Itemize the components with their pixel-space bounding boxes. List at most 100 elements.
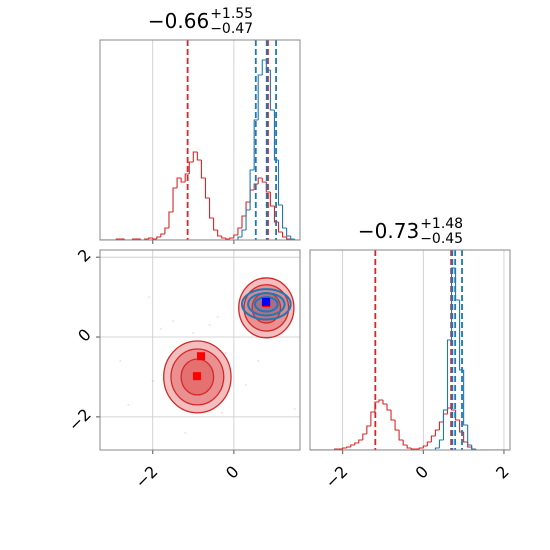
histogram-step (245, 201, 251, 216)
sample-point (208, 324, 211, 327)
sample-point (224, 351, 227, 354)
histogram-step (261, 59, 267, 75)
histogram-step (446, 339, 452, 410)
histogram-step (410, 448, 416, 450)
sample-point (127, 403, 130, 406)
histogram-step (350, 444, 355, 447)
histogram-step (362, 433, 367, 440)
sample-point (245, 383, 248, 386)
plot-area (310, 250, 508, 450)
histogram-step (168, 211, 174, 228)
histogram-step (221, 236, 226, 239)
sample-point (220, 411, 223, 414)
histogram-step (241, 215, 247, 228)
histogram-step (213, 218, 218, 231)
histogram-step (402, 440, 408, 446)
histogram-step (430, 435, 436, 442)
title-sub: −0.47 (210, 21, 253, 37)
histogram-step (273, 206, 279, 223)
x-tick-label: 2 (492, 462, 513, 483)
histogram-step (426, 441, 432, 446)
histogram-step (217, 230, 222, 237)
histogram-step (422, 445, 428, 448)
marker (261, 297, 270, 306)
histogram-step (204, 178, 210, 199)
histogram-step (286, 237, 291, 240)
histogram-step (475, 449, 480, 450)
histogram-step (257, 177, 263, 184)
histogram-step (342, 447, 347, 449)
histogram-step (160, 233, 165, 237)
histogram-step (192, 151, 198, 162)
histogram-step (438, 439, 444, 448)
contour (238, 277, 295, 339)
marker (197, 352, 206, 361)
histogram-step (282, 232, 287, 238)
histogram-step (382, 400, 388, 405)
sample-point (147, 296, 150, 299)
histogram-step (467, 425, 472, 446)
y-tick-label: 0 (74, 325, 95, 346)
histogram-step (434, 429, 440, 436)
frame (99, 39, 301, 241)
histogram-step (378, 399, 383, 402)
histogram-step (148, 237, 153, 239)
histogram-step (249, 189, 255, 202)
y-tick-label: −2 (65, 405, 95, 435)
histogram-step (463, 432, 468, 443)
histogram-step (241, 229, 247, 237)
histogram-step (282, 205, 287, 229)
histogram-step (208, 198, 214, 219)
histogram-step (249, 169, 255, 210)
histogram-step (346, 446, 351, 448)
histogram-step (245, 209, 251, 230)
histogram-step (229, 237, 234, 239)
marker (192, 372, 201, 381)
histogram-step (196, 152, 202, 161)
histogram-step (200, 160, 206, 179)
histogram-step (442, 413, 448, 422)
sample-point (119, 359, 122, 362)
histogram-step (164, 227, 169, 234)
title-sub: −0.45 (420, 231, 463, 247)
histogram-step (406, 445, 412, 449)
histogram-step (253, 119, 259, 170)
sample-point (184, 431, 187, 434)
histogram-step (370, 411, 375, 426)
histogram-step (294, 239, 299, 240)
histogram-step (269, 70, 275, 111)
histogram-step (180, 178, 186, 183)
histogram-step (225, 238, 230, 240)
x-tick-label: −2 (131, 462, 161, 492)
histogram-step (286, 228, 291, 237)
histogram-step (463, 370, 468, 426)
histogram-step (455, 268, 460, 301)
plot-area (100, 250, 300, 450)
histogram-step (434, 447, 440, 450)
histogram-step (390, 410, 396, 421)
histogram-step (386, 404, 392, 411)
x-tick-label: 0 (411, 462, 432, 483)
histogram-step (442, 409, 448, 440)
histogram-step (253, 183, 259, 190)
histogram-step (471, 445, 476, 450)
histogram-step (455, 410, 460, 421)
histogram-step (398, 430, 404, 441)
histogram-step (277, 222, 283, 233)
histogram-step (257, 74, 263, 120)
histogram-step (184, 173, 190, 182)
title: −0.73 (358, 219, 419, 243)
histogram-step (418, 447, 424, 449)
sample-point (257, 359, 260, 362)
histogram-step (438, 421, 444, 430)
histogram-step (354, 442, 359, 445)
sample-point (192, 332, 195, 335)
title-sup: +1.48 (420, 216, 463, 232)
x-tick-label: −2 (321, 462, 351, 492)
histogram-step (123, 239, 129, 240)
histogram-step (176, 177, 182, 188)
histogram-step (237, 236, 242, 240)
histogram-step (233, 234, 238, 238)
sample-point (159, 328, 162, 331)
